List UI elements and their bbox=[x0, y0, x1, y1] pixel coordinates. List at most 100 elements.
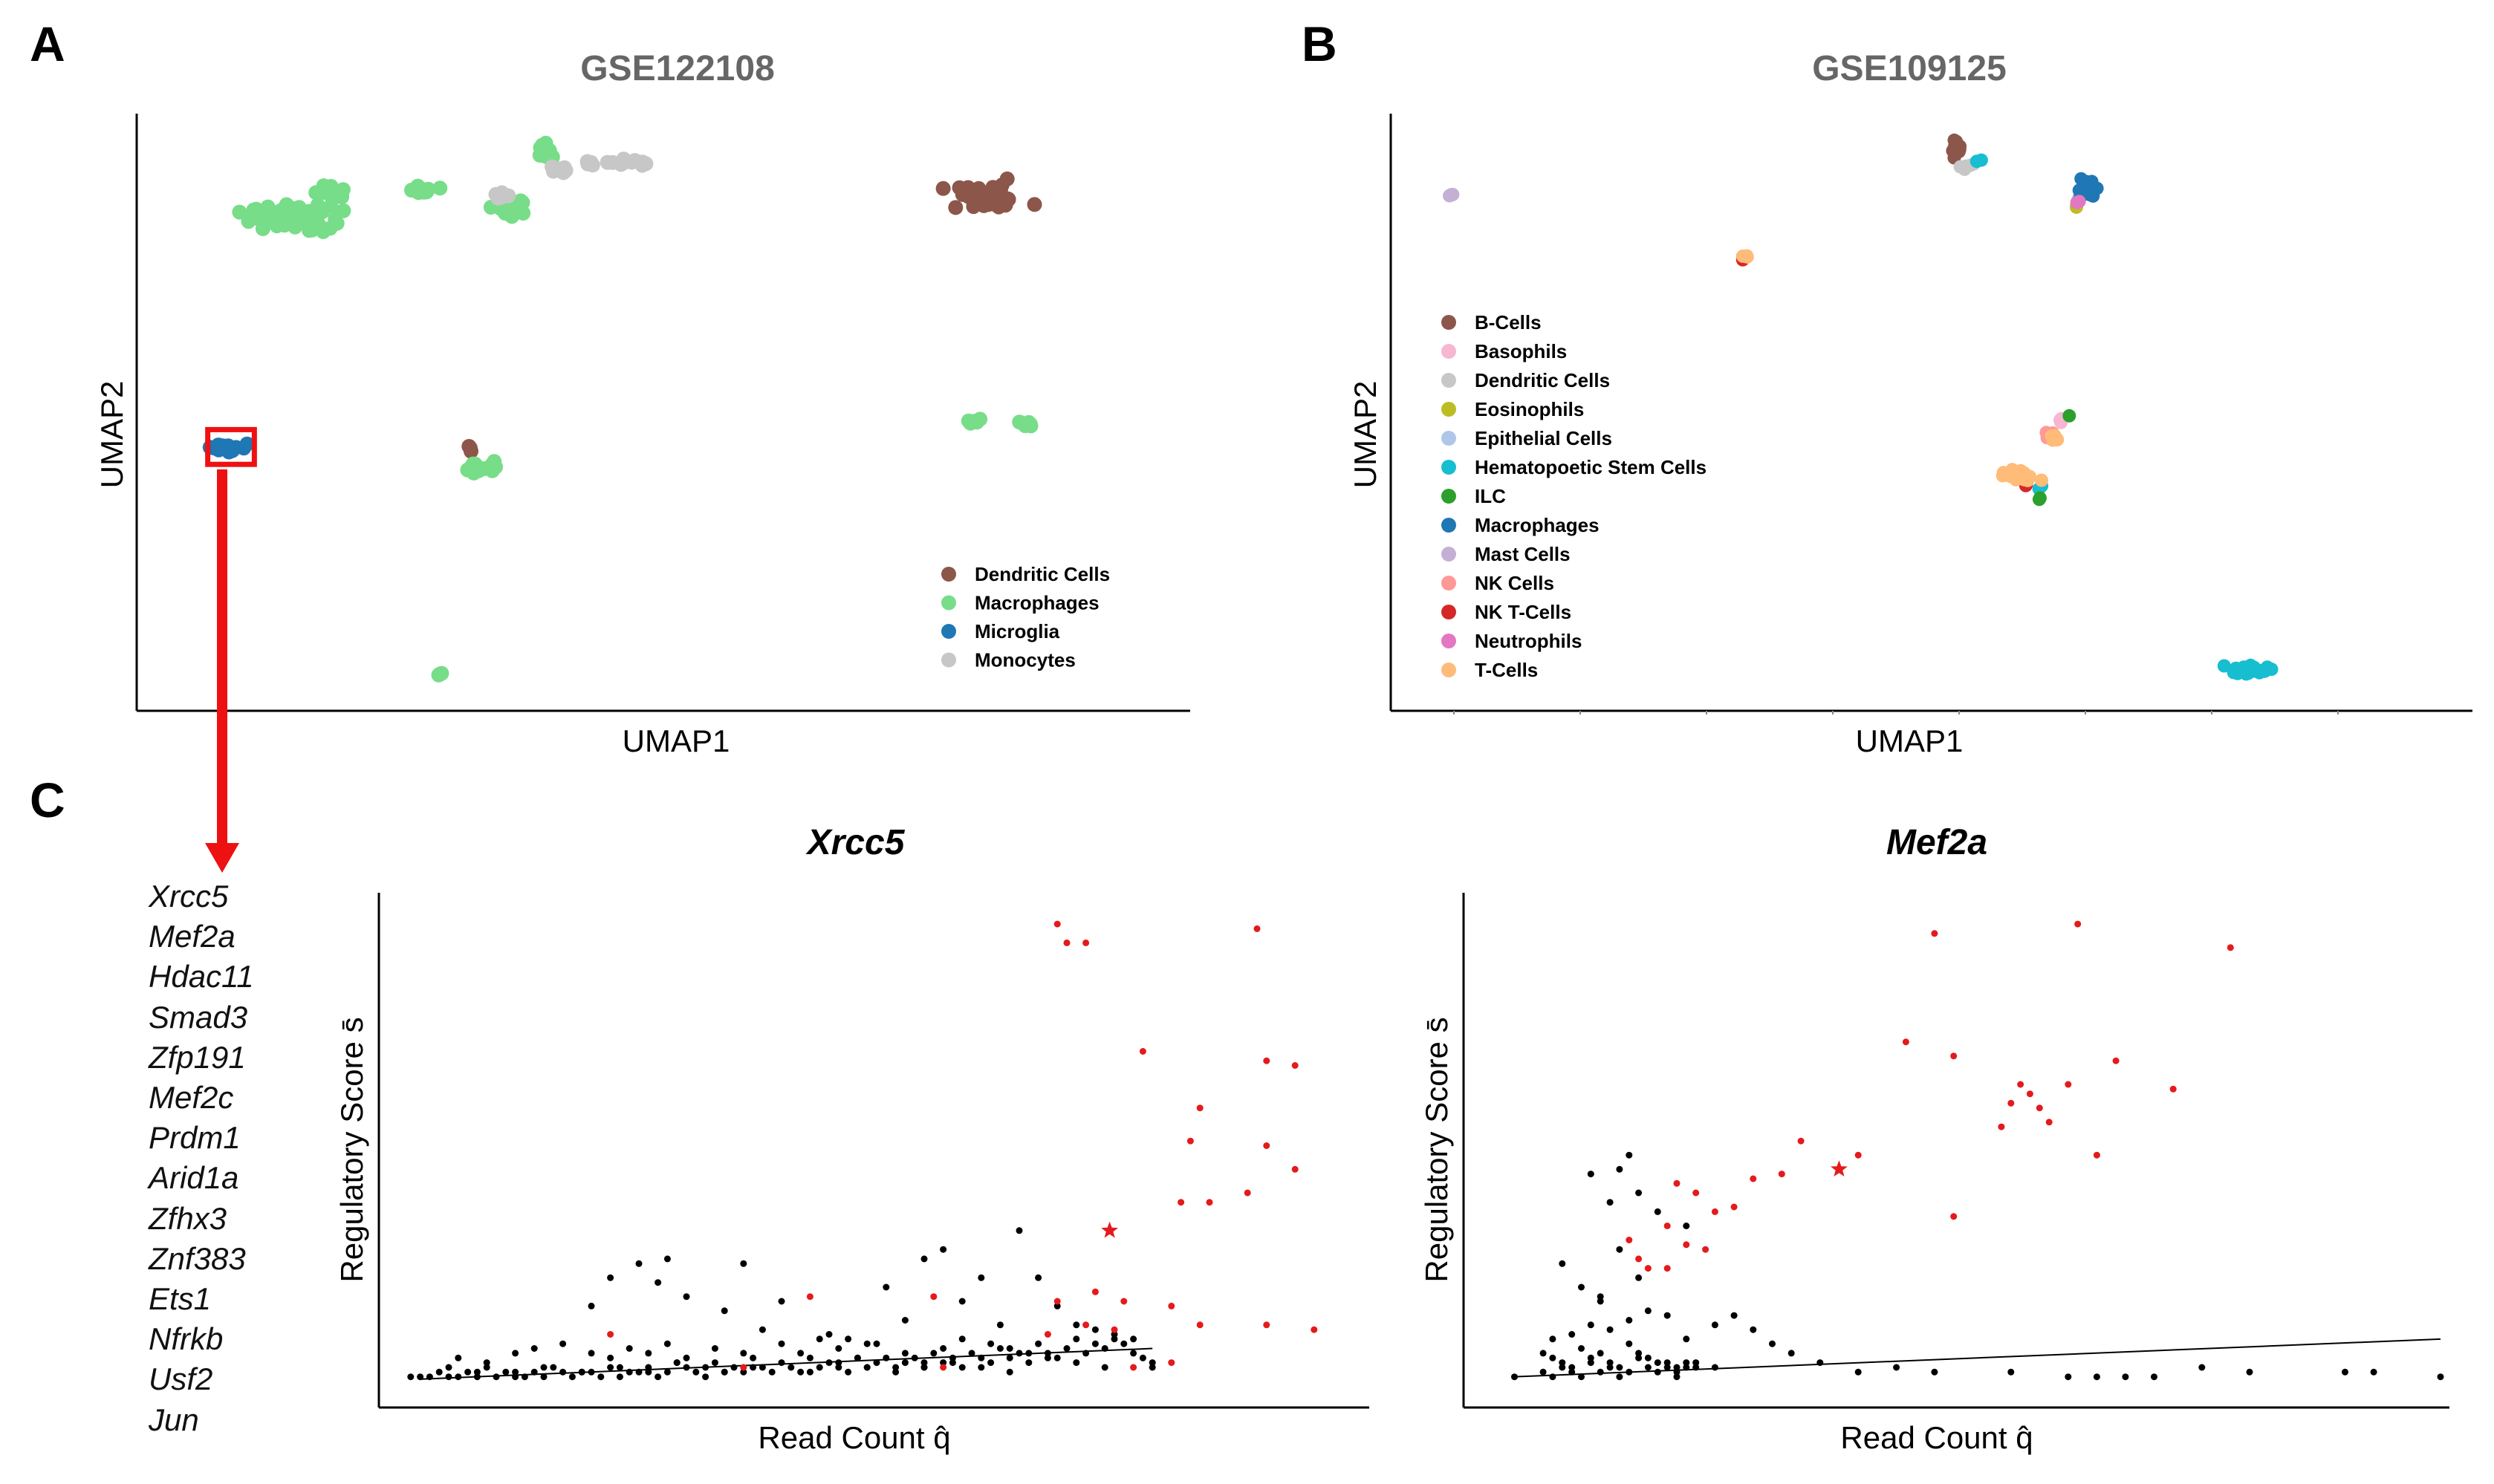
point bbox=[750, 1354, 757, 1361]
legend-label: Eosinophils bbox=[1475, 398, 1584, 420]
series-1 bbox=[1626, 920, 2234, 1272]
point bbox=[845, 1368, 852, 1376]
point bbox=[825, 1331, 833, 1338]
point bbox=[968, 1350, 975, 1357]
point bbox=[2112, 1057, 2120, 1064]
point bbox=[778, 1359, 785, 1367]
point bbox=[2122, 1373, 2129, 1381]
point bbox=[1149, 1364, 1156, 1371]
point bbox=[2033, 491, 2047, 505]
point bbox=[288, 212, 303, 228]
point bbox=[1082, 1350, 1090, 1357]
point bbox=[1673, 1368, 1680, 1376]
legend: Dendritic Cells Macrophages Microglia Monoc… bbox=[941, 563, 1110, 671]
point bbox=[506, 199, 522, 215]
point bbox=[455, 1373, 462, 1381]
point bbox=[1740, 249, 1754, 263]
point bbox=[597, 1373, 605, 1381]
point bbox=[1626, 1151, 1633, 1159]
point bbox=[1016, 1350, 1023, 1357]
point bbox=[845, 1335, 852, 1343]
point bbox=[588, 1302, 595, 1309]
point bbox=[730, 1364, 738, 1371]
point bbox=[2169, 1085, 2177, 1093]
point bbox=[1616, 1373, 1623, 1381]
point bbox=[816, 1335, 823, 1343]
point bbox=[873, 1340, 880, 1347]
point bbox=[1683, 1223, 1690, 1229]
point bbox=[1549, 1354, 1556, 1361]
point bbox=[981, 197, 996, 212]
point bbox=[483, 1364, 490, 1371]
point bbox=[616, 1373, 623, 1381]
legend: B-Cells Basophils Dendritic Cells Eosinophi… bbox=[1441, 311, 1706, 681]
point bbox=[1663, 1359, 1671, 1367]
point bbox=[461, 439, 477, 454]
point bbox=[407, 1373, 415, 1381]
point bbox=[778, 1298, 785, 1305]
series-dendritic-cells bbox=[461, 171, 1042, 459]
point bbox=[978, 1354, 985, 1361]
point bbox=[873, 1359, 880, 1367]
point bbox=[239, 436, 255, 452]
point bbox=[530, 1345, 538, 1352]
point bbox=[1692, 1364, 1700, 1371]
point bbox=[493, 1373, 500, 1381]
point bbox=[2074, 920, 2082, 928]
point bbox=[1654, 1359, 1661, 1367]
y-axis-label: Regulatory Score s̄ bbox=[1419, 1017, 1454, 1282]
point bbox=[617, 154, 632, 170]
point bbox=[1663, 1265, 1671, 1272]
point bbox=[512, 1368, 519, 1376]
point bbox=[556, 160, 572, 175]
point bbox=[1931, 1368, 1938, 1376]
point bbox=[1063, 939, 1071, 946]
point bbox=[1730, 1203, 1738, 1211]
point bbox=[1511, 1373, 1518, 1381]
point bbox=[1663, 1223, 1671, 1229]
point bbox=[911, 1354, 918, 1361]
point bbox=[2217, 659, 2231, 673]
point bbox=[750, 1364, 757, 1371]
point bbox=[1644, 1265, 1652, 1272]
legend-marker bbox=[1441, 634, 1456, 648]
point bbox=[314, 204, 330, 220]
point bbox=[806, 1293, 814, 1301]
point bbox=[471, 463, 487, 478]
point bbox=[655, 1373, 662, 1381]
series-hematopoetic-stem-cells bbox=[1969, 153, 2279, 681]
points-layer bbox=[1443, 133, 2279, 681]
point bbox=[1606, 1364, 1614, 1371]
point bbox=[211, 442, 227, 458]
legend-marker bbox=[1441, 576, 1456, 590]
scatter-panel-xrcc5: Xrcc5 Read Count q̂ Regulatory Score s̄ bbox=[334, 823, 1369, 1455]
point bbox=[1111, 1335, 1118, 1343]
point bbox=[1587, 1359, 1594, 1367]
point bbox=[512, 1373, 519, 1381]
chart-title: Mef2a bbox=[1886, 823, 1987, 862]
point bbox=[483, 1359, 490, 1367]
point bbox=[2342, 1368, 2348, 1376]
point bbox=[816, 1364, 823, 1371]
point bbox=[534, 137, 550, 153]
point bbox=[740, 1350, 747, 1357]
point bbox=[1311, 1326, 1318, 1333]
series-ilc bbox=[2032, 409, 2076, 507]
point bbox=[645, 1350, 652, 1357]
point bbox=[920, 1359, 928, 1367]
point bbox=[806, 1354, 814, 1361]
point bbox=[1027, 197, 1042, 212]
point bbox=[1120, 1298, 1128, 1305]
point bbox=[1597, 1293, 1604, 1301]
point bbox=[484, 458, 499, 473]
gene-list-item: Zfp191 bbox=[149, 1039, 246, 1075]
series-neutrophils bbox=[2070, 195, 2086, 209]
point bbox=[1139, 1048, 1146, 1055]
point bbox=[1597, 1368, 1604, 1376]
point bbox=[1016, 1227, 1023, 1234]
point bbox=[1692, 1189, 1700, 1197]
legend-marker bbox=[1441, 663, 1456, 677]
point bbox=[1082, 1321, 1090, 1329]
point bbox=[635, 1368, 643, 1376]
point bbox=[269, 218, 285, 234]
